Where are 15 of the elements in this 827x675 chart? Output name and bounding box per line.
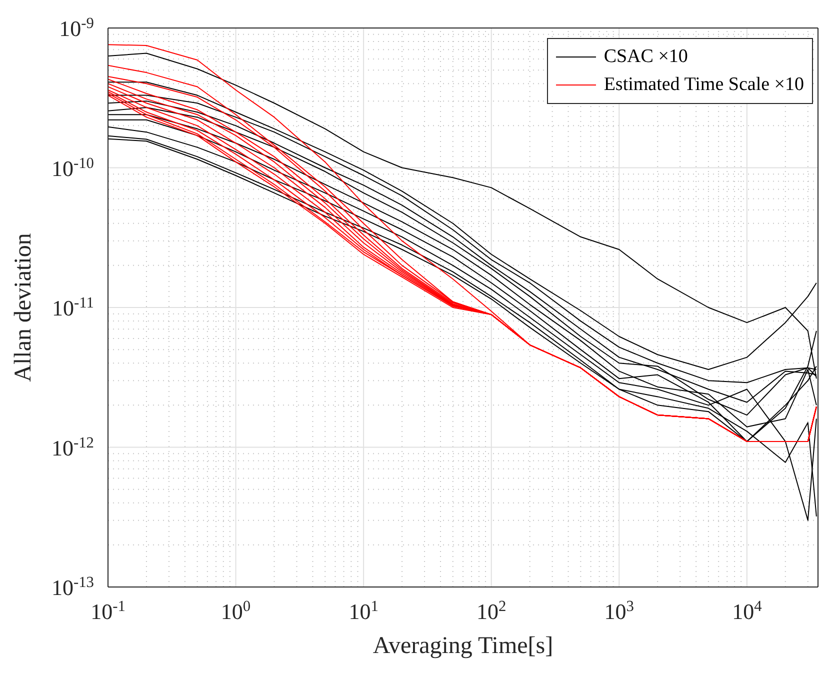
y-axis-title: Allan deviation bbox=[10, 233, 37, 382]
y-tick-label: 10$^{-10}$ bbox=[51, 154, 94, 181]
x-tick-label: 10$^{3}$ bbox=[604, 598, 634, 624]
y-tick-label: 10$^{-13}$ bbox=[51, 574, 94, 600]
y-tick-label: 10$^{-9}$ bbox=[59, 14, 94, 41]
legend-label: CSAC ×10 bbox=[604, 46, 688, 68]
x-tick-label: 10$^{4}$ bbox=[732, 598, 762, 624]
x-tick-label: 10$^{1}$ bbox=[348, 598, 378, 624]
legend-label: Estimated Time Scale ×10 bbox=[604, 74, 804, 96]
x-tick-label: 10$^{-1}$ bbox=[90, 598, 126, 624]
x-axis-title: Averaging Time[s] bbox=[372, 633, 554, 659]
y-tick-label: 10$^{-12}$ bbox=[51, 434, 94, 460]
x-tick-label: 10$^{0}$ bbox=[220, 598, 251, 624]
x-tick-label: 10$^{2}$ bbox=[476, 598, 506, 624]
y-tick-label: 10$^{-11}$ bbox=[52, 294, 94, 320]
